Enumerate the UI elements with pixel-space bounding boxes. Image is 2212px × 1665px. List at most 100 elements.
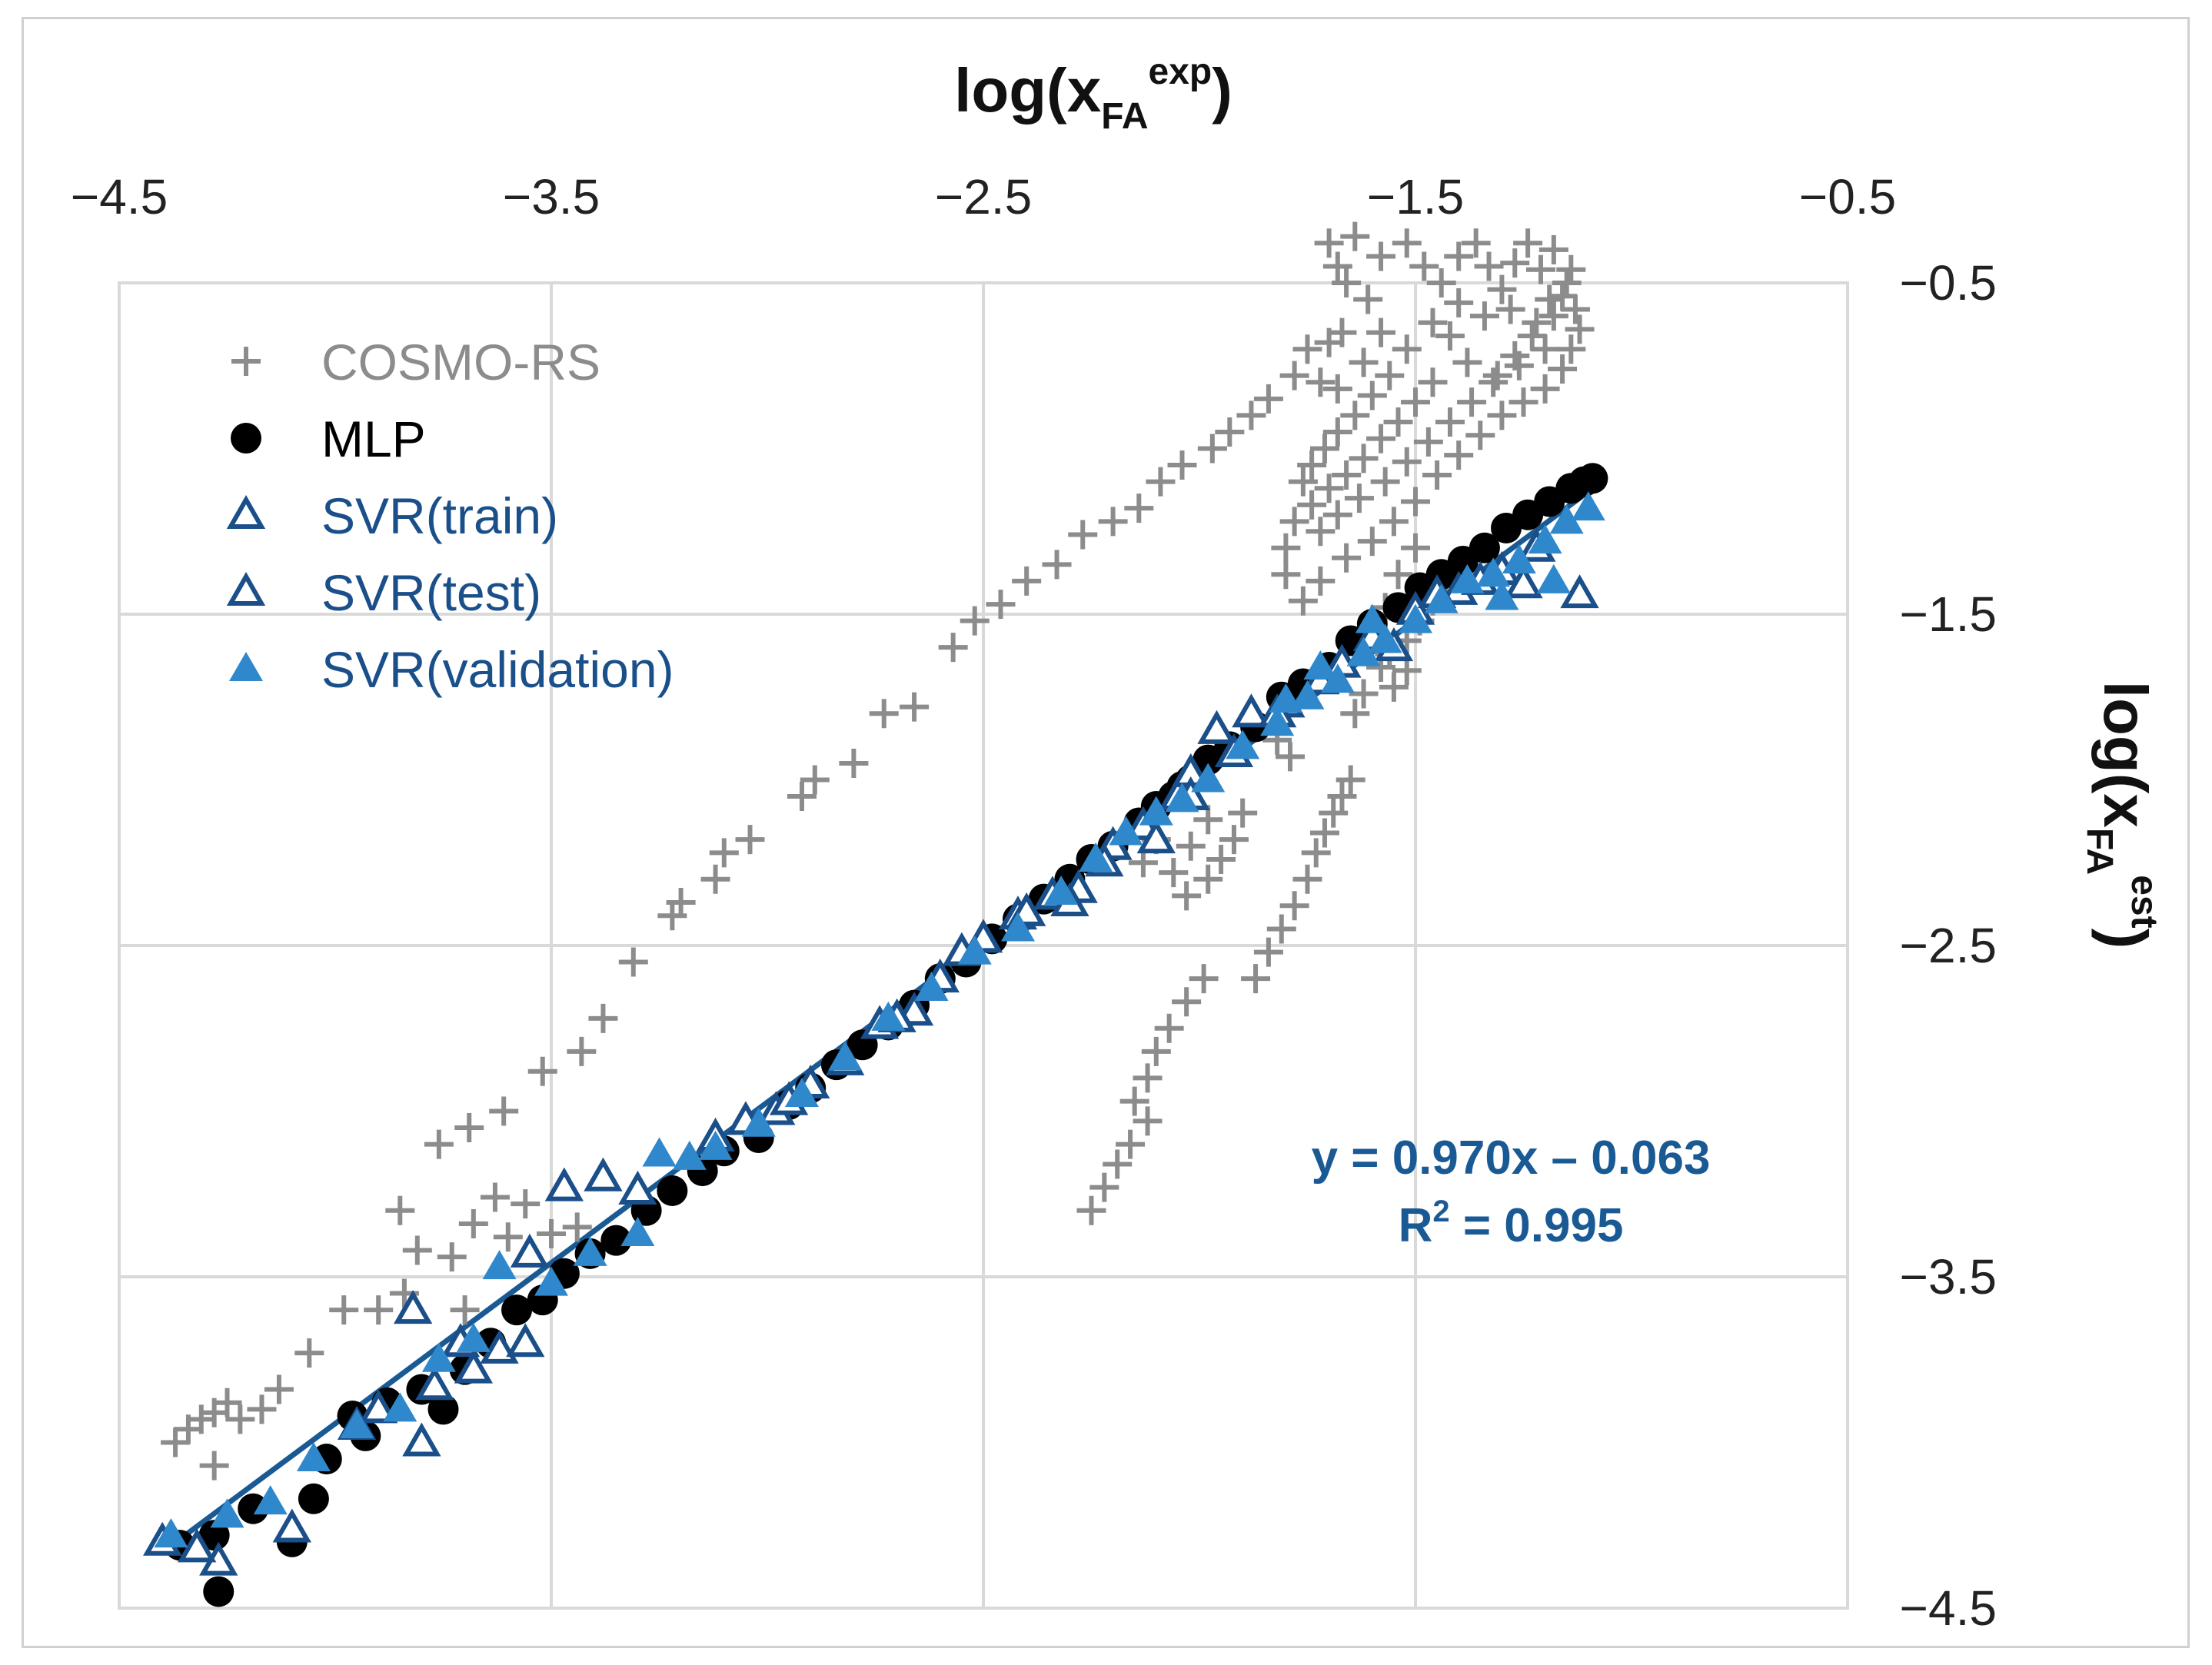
data-point [1349, 347, 1379, 377]
data-point [1548, 354, 1578, 384]
data-point [1444, 440, 1474, 470]
data-point [511, 1189, 541, 1219]
data-point [1435, 407, 1465, 437]
data-point [1401, 487, 1430, 517]
data-point [1375, 361, 1405, 390]
data-point [1279, 507, 1309, 537]
legend-label: SVR(validation) [321, 641, 674, 698]
data-point [1322, 500, 1352, 530]
data-point [1167, 450, 1197, 480]
data-point [1435, 321, 1465, 351]
data-point [1444, 241, 1474, 271]
data-point [383, 1392, 417, 1422]
data-point [1301, 838, 1331, 868]
data-point [1141, 1036, 1171, 1066]
data-point [1366, 241, 1396, 271]
data-point [1012, 566, 1042, 596]
data-point [1332, 460, 1362, 490]
x-axis-title: log(xFAexp) [954, 52, 1232, 137]
series-svr-validation [154, 491, 1605, 1548]
data-point [1487, 274, 1517, 304]
data-point [1535, 284, 1565, 314]
data-point [247, 1394, 277, 1424]
legend-marker [231, 347, 261, 376]
trendline-equation: y = 0.970x – 0.063 [1312, 1132, 1711, 1185]
data-point [1319, 798, 1349, 828]
data-point [1340, 221, 1370, 251]
data-point [415, 1366, 454, 1401]
data-point [1528, 524, 1562, 554]
data-point [1266, 914, 1296, 944]
data-point [600, 1225, 632, 1256]
data-point [1474, 251, 1504, 281]
data-point [264, 1374, 294, 1404]
data-point [1452, 347, 1482, 377]
data-point [1366, 424, 1396, 454]
data-point [1271, 560, 1301, 590]
data-point [869, 699, 899, 729]
data-point [364, 1295, 394, 1325]
data-point [1565, 314, 1595, 344]
data-point [1228, 798, 1258, 828]
data-point [359, 1389, 398, 1424]
data-point [1116, 1129, 1146, 1159]
data-point [1309, 434, 1339, 464]
x-tick-label: −2.5 [935, 169, 1032, 224]
legend-marker [226, 494, 266, 529]
data-point [1379, 672, 1409, 702]
data-point [1577, 463, 1608, 494]
data-point [1193, 864, 1223, 894]
data-point [784, 1077, 819, 1107]
data-point [527, 1056, 557, 1086]
data-point [1226, 729, 1260, 759]
data-point [1392, 228, 1422, 258]
data-point [1401, 387, 1430, 417]
data-point [427, 1394, 459, 1425]
data-point [1392, 447, 1422, 477]
data-point [1336, 765, 1365, 795]
data-point [1457, 387, 1487, 417]
data-point [1525, 254, 1555, 284]
data-point [672, 1140, 707, 1170]
data-point [1444, 287, 1474, 317]
data-point [986, 590, 1016, 620]
data-point [567, 1036, 597, 1066]
data-point [1536, 563, 1571, 593]
data-point [938, 633, 968, 663]
data-point [1215, 417, 1245, 447]
data-point [238, 1493, 269, 1524]
data-point [402, 1422, 441, 1457]
data-point [1303, 650, 1338, 680]
data-point [1502, 544, 1536, 574]
data-point [914, 972, 949, 1002]
data-point [1044, 876, 1079, 906]
data-points [143, 221, 1608, 1607]
data-point [1530, 334, 1560, 364]
data-point [1340, 400, 1370, 430]
data-point [562, 1212, 592, 1242]
data-point [1309, 818, 1339, 848]
data-point [482, 1250, 517, 1280]
data-point [1383, 407, 1413, 437]
data-point [1253, 937, 1283, 967]
data-point [1548, 281, 1578, 311]
data-point [1366, 317, 1396, 347]
data-point [1465, 420, 1495, 450]
data-point [1292, 334, 1322, 364]
data-point [1089, 1172, 1119, 1202]
data-point [501, 1294, 533, 1326]
data-point [1401, 533, 1430, 563]
data-point [1172, 987, 1202, 1017]
data-point [1392, 334, 1422, 364]
data-point [329, 1295, 359, 1325]
data-point [1571, 491, 1605, 521]
data-point [1000, 912, 1035, 942]
data-point [1556, 334, 1586, 364]
y-tick-label: −3.5 [1900, 1249, 1997, 1304]
data-point [588, 1003, 618, 1033]
data-point [1219, 825, 1249, 855]
data-point [1368, 623, 1402, 653]
data-point [1279, 891, 1309, 921]
data-point [1552, 268, 1582, 297]
data-point [212, 1388, 242, 1417]
